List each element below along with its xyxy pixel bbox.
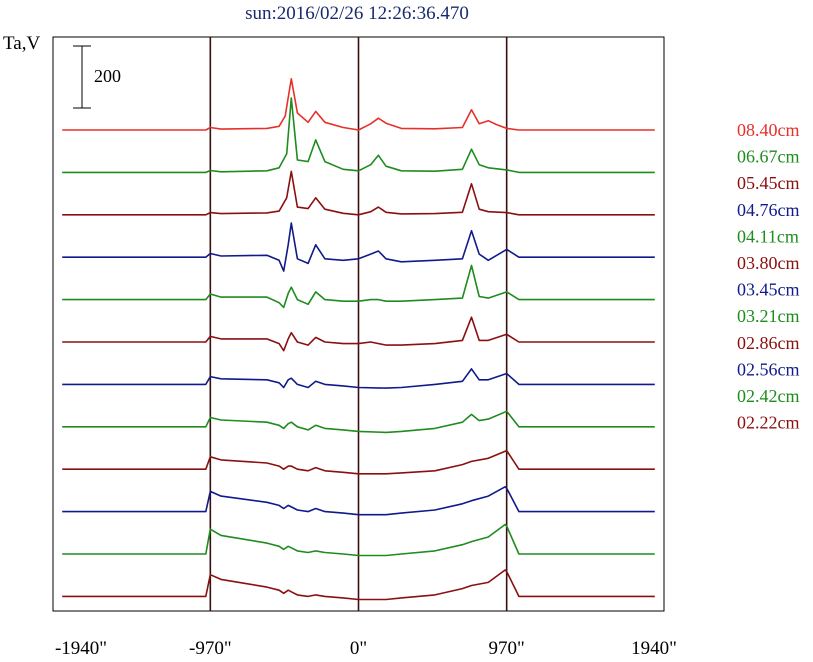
series-layer	[62, 78, 655, 601]
series-line-03.45cm	[62, 368, 655, 389]
x-tick-label-2: 0"	[350, 638, 367, 659]
series-line-04.11cm	[62, 264, 655, 309]
series-line-02.86cm	[62, 449, 655, 475]
series-line-08.40cm	[62, 78, 655, 131]
x-tick-label-1: -970"	[189, 638, 232, 659]
vertical-markers	[209, 37, 508, 611]
series-line-02.42cm	[62, 523, 655, 557]
x-tick-labels: -1940" -970" 0" 970" 1940"	[55, 638, 677, 659]
y-axis-label: Ta,V	[3, 33, 40, 54]
legend-entry-02.86cm: 02.86cm	[737, 333, 800, 353]
legend-entry-08.40cm: 08.40cm	[737, 120, 800, 140]
series-line-06.67cm	[62, 97, 655, 174]
legend-entry-03.80cm: 03.80cm	[737, 253, 800, 273]
series-line-02.56cm	[62, 485, 655, 516]
legend: 08.40cm 06.67cm 05.45cm 04.76cm 04.11cm 03.80…	[737, 120, 800, 433]
series-line-05.45cm	[62, 170, 655, 216]
legend-entry-02.56cm: 02.56cm	[737, 359, 800, 379]
legend-entry-04.76cm: 04.76cm	[737, 200, 800, 220]
series-line-03.80cm	[62, 316, 655, 352]
legend-entry-03.21cm: 03.21cm	[737, 306, 800, 326]
series-line-03.21cm	[62, 410, 655, 434]
series-line-02.22cm	[62, 569, 655, 601]
legend-entry-05.45cm: 05.45cm	[737, 173, 800, 193]
x-tick-label-4: 1940"	[631, 638, 677, 659]
x-tick-label-0: -1940"	[55, 638, 107, 659]
scale-bar: 200	[73, 45, 121, 109]
chart-title: sun:2016/02/26 12:26:36.470	[245, 3, 469, 24]
legend-entry-02.22cm: 02.22cm	[737, 413, 800, 433]
series-line-04.76cm	[62, 222, 655, 272]
x-tick-label-3: 970"	[489, 638, 525, 659]
legend-entry-04.11cm: 04.11cm	[737, 226, 799, 246]
legend-entry-02.42cm: 02.42cm	[737, 386, 800, 406]
legend-entry-06.67cm: 06.67cm	[737, 147, 800, 167]
legend-entry-03.45cm: 03.45cm	[737, 280, 800, 300]
scale-bar-label: 200	[94, 66, 121, 86]
